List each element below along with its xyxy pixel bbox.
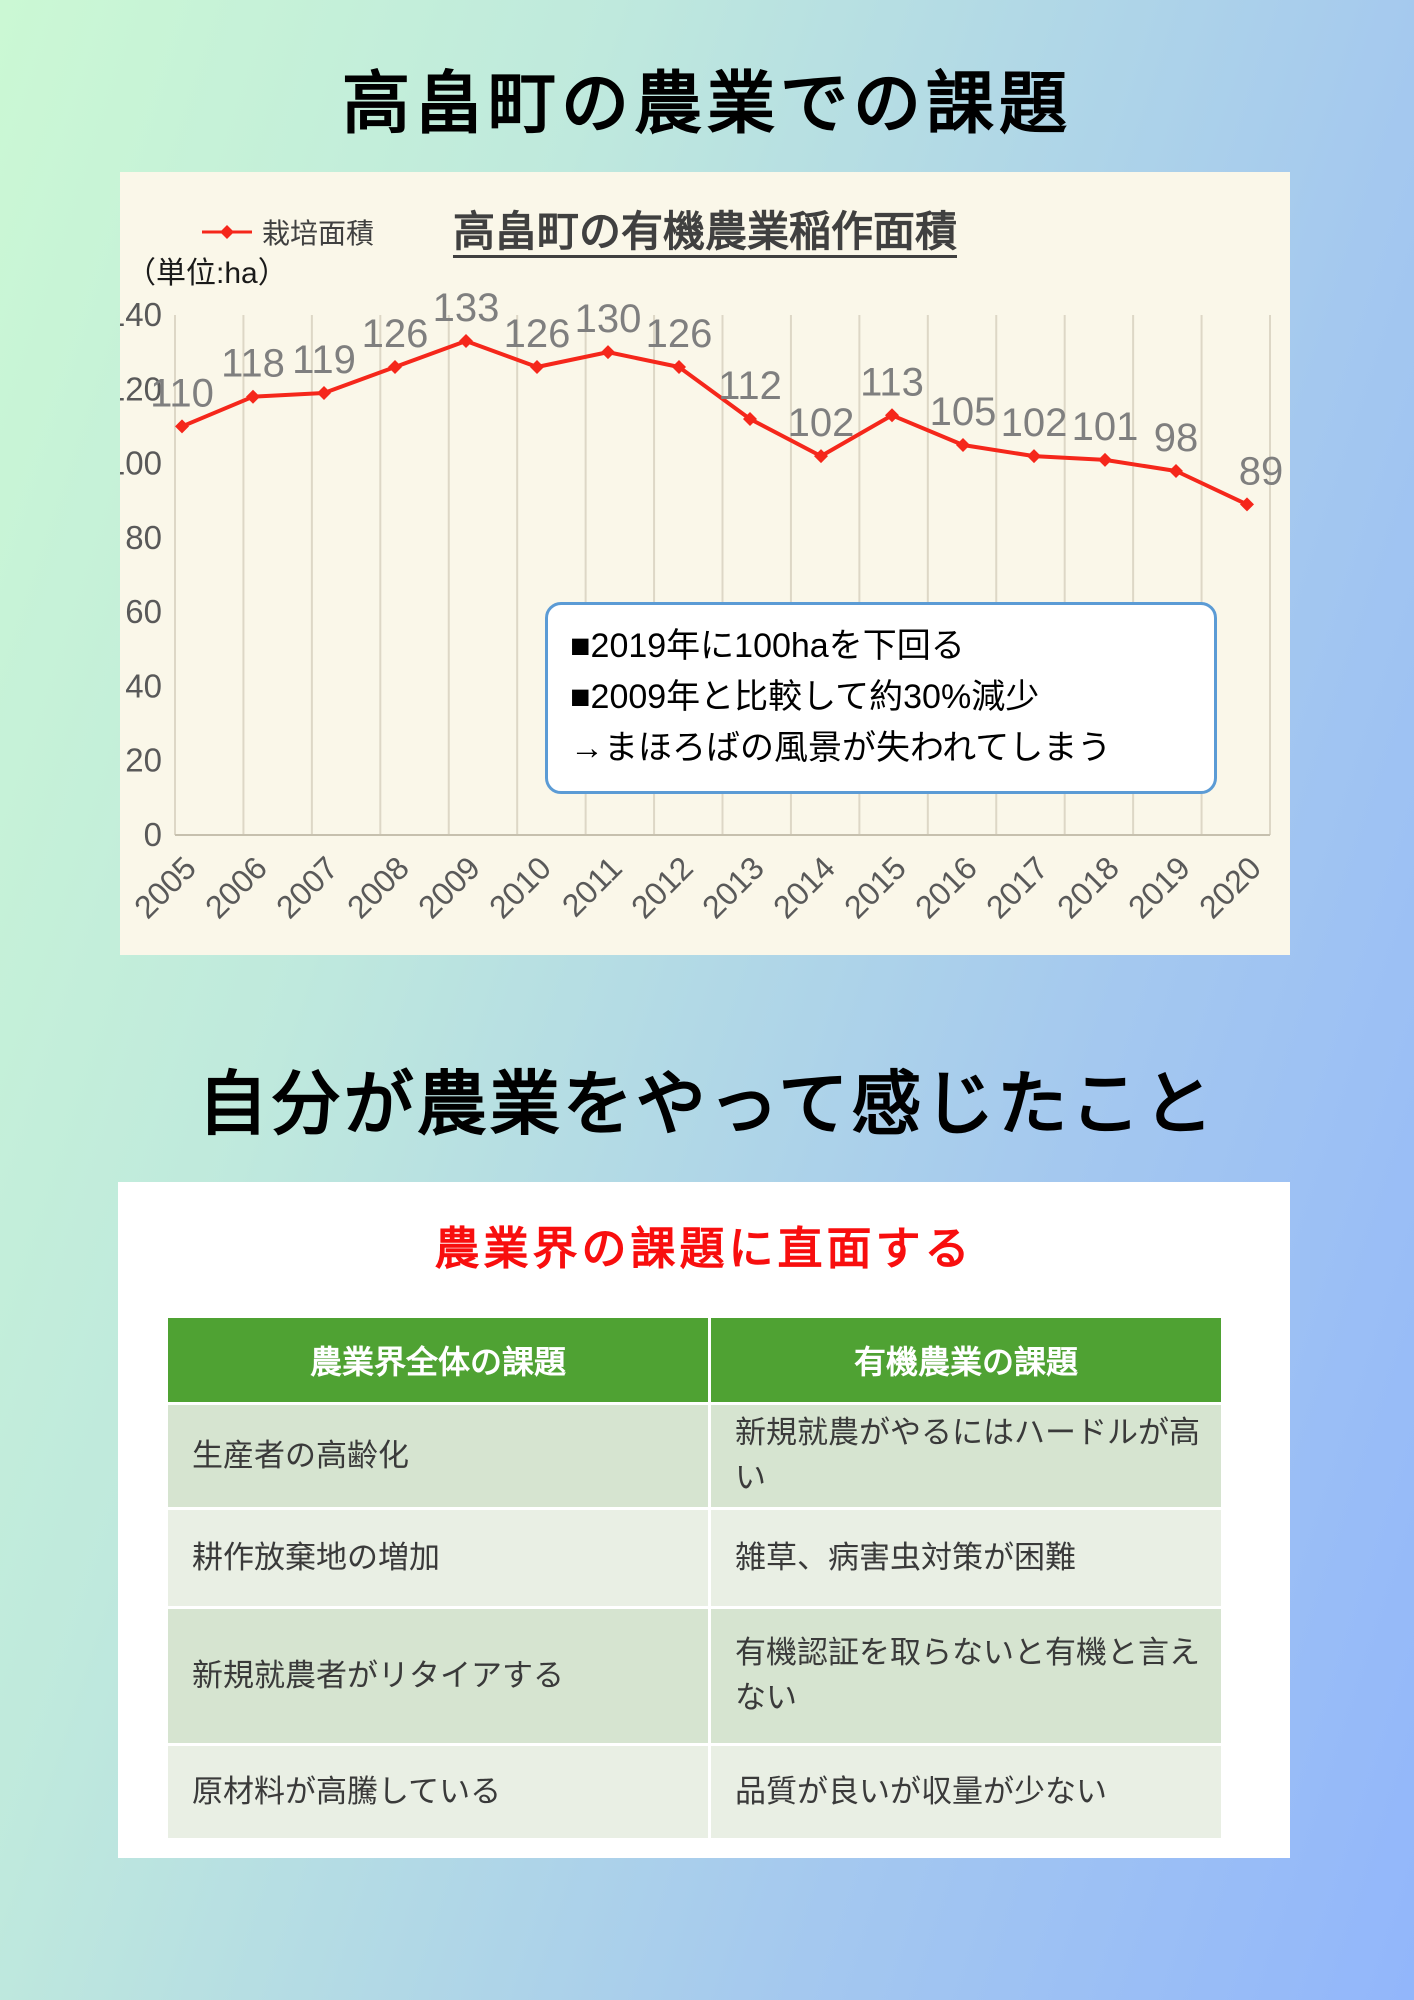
svg-text:119: 119 (292, 338, 356, 382)
legend-label: 栽培面積 (262, 218, 375, 249)
cell-organic-issue: 新規就農がやるにはハードルが高い (711, 1405, 1221, 1507)
cell-general-issue: 耕作放棄地の増加 (168, 1510, 708, 1606)
section-title: 自分が農業をやって感じたこと (197, 1065, 1217, 1143)
y-axis-labels: 0 20 40 60 80 100 120 140 (120, 296, 162, 853)
chart-title: 高畠町の有機農業稲作面積 (452, 208, 957, 255)
svg-text:60: 60 (125, 593, 162, 630)
table-panel: 農業界の課題に直面する 農業界全体の課題 有機農業の課題 生産者の高齢化 新規就… (118, 1182, 1290, 1858)
svg-text:100: 100 (120, 445, 162, 482)
svg-text:20: 20 (125, 742, 162, 779)
col-header-general-issues: 農業界全体の課題 (168, 1318, 708, 1402)
series-markers (175, 334, 1254, 512)
svg-text:113: 113 (860, 360, 924, 404)
svg-text:126: 126 (362, 312, 429, 356)
svg-text:133: 133 (433, 292, 500, 330)
chart-legend: 栽培面積 (200, 212, 374, 252)
series-line (181, 339, 1248, 507)
table-row: 新規就農者がリタイアする 有機認証を取らないと有機と言えない (168, 1609, 1221, 1743)
svg-text:126: 126 (504, 312, 571, 356)
cell-organic-issue: 有機認証を取らないと有機と言えない (711, 1609, 1221, 1743)
cell-general-issue: 原材料が高騰している (168, 1746, 708, 1838)
svg-text:98: 98 (1154, 416, 1199, 460)
svg-text:2018: 2018 (1050, 849, 1126, 925)
svg-text:2011: 2011 (555, 849, 629, 923)
svg-text:2017: 2017 (979, 849, 1055, 925)
svg-text:89: 89 (1239, 449, 1284, 493)
svg-text:2005: 2005 (127, 849, 203, 925)
svg-text:2020: 2020 (1192, 849, 1268, 925)
line-chart: 0204060801001201402005200620072008200920… (120, 292, 1283, 925)
svg-text:2014: 2014 (766, 849, 842, 925)
issues-table: 農業界全体の課題 有機農業の課題 生産者の高齢化 新規就農がやるにはハードルが高… (165, 1315, 1224, 1841)
svg-text:0: 0 (144, 816, 162, 853)
svg-text:2010: 2010 (482, 849, 558, 925)
svg-text:2006: 2006 (198, 849, 274, 925)
svg-text:2016: 2016 (908, 849, 984, 925)
svg-text:126: 126 (646, 312, 713, 356)
table-caption: 農業界の課題に直面する (434, 1223, 974, 1274)
svg-text:2009: 2009 (411, 849, 487, 925)
table-row: 耕作放棄地の増加 雑草、病害虫対策が困難 (168, 1510, 1221, 1606)
annotation-box: ■2019年に100haを下回る ■2009年と比較して約30%減少 →まほろば… (545, 602, 1217, 794)
cell-organic-issue: 品質が良いが収量が少ない (711, 1746, 1221, 1838)
cell-organic-issue: 雑草、病害虫対策が困難 (711, 1510, 1221, 1606)
svg-text:102: 102 (788, 401, 855, 445)
svg-text:2013: 2013 (695, 849, 771, 925)
svg-text:2007: 2007 (269, 849, 345, 925)
page-title: 高畠町の農業での課題 (341, 66, 1072, 142)
svg-text:102: 102 (1001, 401, 1068, 445)
table-header-row: 農業界全体の課題 有機農業の課題 (168, 1318, 1221, 1402)
col-header-organic-issues: 有機農業の課題 (711, 1318, 1221, 1402)
svg-text:2008: 2008 (340, 849, 416, 925)
svg-text:80: 80 (125, 519, 162, 556)
x-axis-labels: 2005200620072008200920102011201220132014… (127, 849, 1268, 925)
svg-text:2019: 2019 (1121, 849, 1197, 925)
svg-text:2015: 2015 (837, 849, 913, 925)
svg-text:101: 101 (1072, 405, 1139, 449)
cell-general-issue: 新規就農者がリタイアする (168, 1609, 708, 1743)
chart-panel: 栽培面積 （単位:ha） 高畠町の有機農業稲作面積 0 20 40 60 80 100 12… (120, 172, 1290, 955)
unit-label: （単位:ha） (126, 257, 288, 290)
table-row: 生産者の高齢化 新規就農がやるにはハードルが高い (168, 1405, 1221, 1507)
svg-text:112: 112 (718, 364, 782, 408)
cell-general-issue: 生産者の高齢化 (168, 1405, 708, 1507)
table-row: 原材料が高騰している 品質が良いが収量が少ない (168, 1746, 1221, 1838)
svg-text:105: 105 (930, 390, 997, 434)
svg-text:40: 40 (125, 667, 162, 704)
line-series-marker-icon (202, 225, 252, 239)
svg-text:110: 110 (150, 371, 214, 415)
svg-text:120: 120 (120, 370, 162, 407)
svg-text:2012: 2012 (624, 849, 700, 925)
svg-text:118: 118 (221, 342, 285, 386)
svg-text:140: 140 (120, 296, 162, 333)
svg-text:130: 130 (575, 297, 642, 341)
